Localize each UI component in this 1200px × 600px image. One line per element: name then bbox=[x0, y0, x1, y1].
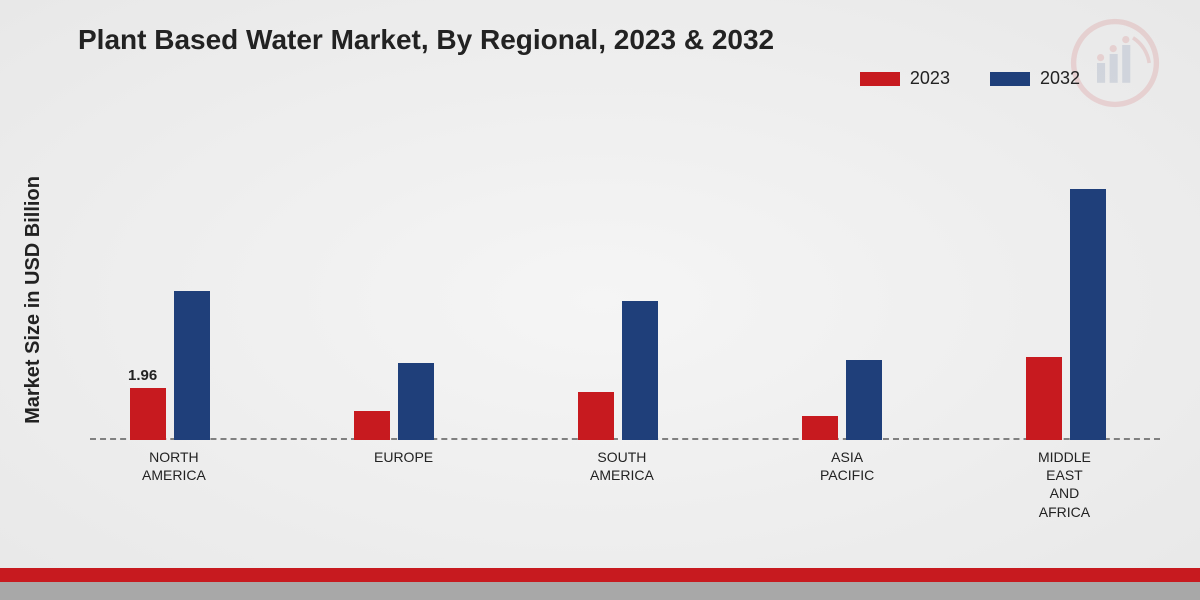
bar-2032 bbox=[622, 301, 658, 440]
bar-2023 bbox=[354, 411, 390, 440]
x-axis-label: SOUTH AMERICA bbox=[590, 448, 654, 484]
bar-2032 bbox=[398, 363, 434, 440]
bar-2032 bbox=[1070, 189, 1106, 440]
y-axis-label: Market Size in USD Billion bbox=[22, 176, 45, 424]
chart-title: Plant Based Water Market, By Regional, 2… bbox=[78, 24, 774, 56]
bar-group bbox=[130, 291, 210, 440]
bar-2032 bbox=[846, 360, 882, 440]
x-axis-label: ASIA PACIFIC bbox=[820, 448, 874, 484]
plot-area: 1.96 bbox=[90, 120, 1160, 440]
brand-watermark-icon bbox=[1070, 18, 1160, 108]
bar-group bbox=[1026, 189, 1106, 440]
bar-2023 bbox=[578, 392, 614, 440]
bar-2023 bbox=[802, 416, 838, 440]
bar-2023 bbox=[130, 388, 166, 440]
legend-label-2032: 2032 bbox=[1040, 68, 1080, 89]
legend-item-2032: 2032 bbox=[990, 68, 1080, 89]
bar-2023 bbox=[1026, 357, 1062, 440]
legend-swatch-2023 bbox=[860, 72, 900, 86]
x-axis-label: EUROPE bbox=[374, 448, 433, 466]
legend-swatch-2032 bbox=[990, 72, 1030, 86]
x-axis-label: MIDDLE EAST AND AFRICA bbox=[1038, 448, 1091, 521]
legend-label-2023: 2023 bbox=[910, 68, 950, 89]
legend: 2023 2032 bbox=[860, 68, 1080, 89]
x-axis-label: NORTH AMERICA bbox=[142, 448, 206, 484]
bar-group bbox=[578, 301, 658, 440]
bar-group bbox=[354, 363, 434, 440]
bar-group bbox=[802, 360, 882, 440]
bar-2032 bbox=[174, 291, 210, 440]
footer-grey-bar bbox=[0, 582, 1200, 600]
footer-red-bar bbox=[0, 568, 1200, 582]
legend-item-2023: 2023 bbox=[860, 68, 950, 89]
